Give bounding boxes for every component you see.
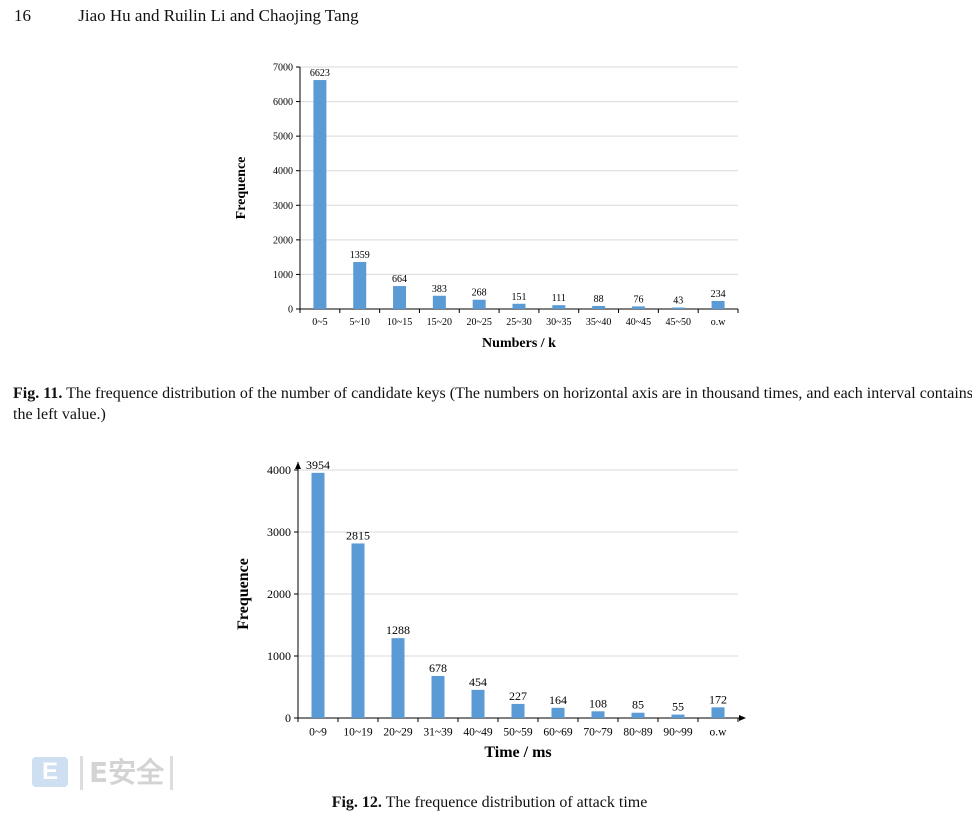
x-tick-label: 10~15 [387,317,412,328]
data-label: 55 [672,700,684,714]
bar [311,472,325,718]
y-tick-label: 6000 [273,97,293,108]
data-label: 164 [549,693,567,707]
y-axis-title: Frequence [235,558,252,630]
running-head: 16 Jiao Hu and Ruilin Li and Chaojing Ta… [14,6,359,26]
x-tick-label: o.w [710,727,728,739]
bar [432,295,446,309]
y-tick-label: 2000 [267,587,291,601]
fig11-caption-label: Fig. 11. [13,385,63,402]
data-label: 85 [632,698,644,712]
x-tick-label: 5~10 [350,317,370,328]
bar [671,307,685,309]
data-label: 76 [633,294,643,305]
page-number: 16 [14,6,31,25]
y-tick-label: 4000 [267,463,291,477]
watermark-badge: E [32,757,68,787]
bar [472,299,486,309]
x-tick-label: 40~45 [626,317,651,328]
y-tick-label: 0 [288,305,293,316]
x-tick-label: 70~79 [583,727,612,739]
fig11-bar-chart: 0 1000 2000 3000 4000 5000 6000 7000 6623 0~5 1359… [234,63,739,351]
x-tick-label: 30~35 [546,317,571,328]
x-tick-label: 50~59 [503,727,532,739]
bar [511,703,525,718]
x-axis-arrow [739,715,746,721]
y-tick-label: 2000 [273,235,293,246]
x-tick-label: 0~9 [309,727,327,739]
data-label: 664 [392,274,407,285]
bar [353,262,367,309]
fig12-caption-text: The frequence distribution of attack tim… [385,794,648,811]
bar [391,638,405,718]
fig12-bar-chart: 0 1000 2000 3000 4000 3954 0~9 2815 10~19 1288 20~… [235,458,746,761]
x-tick-label: 40~49 [463,727,492,739]
fig11-caption: Fig. 11. The frequence distribution of t… [13,383,972,425]
data-label: 151 [512,292,527,303]
bar [512,303,526,309]
bar [631,306,645,309]
bar [431,675,445,718]
data-label: 3954 [306,458,330,472]
y-tick-label: 7000 [273,63,293,74]
data-label: 234 [711,289,726,300]
x-tick-label: 20~29 [383,727,412,739]
running-head-authors: Jiao Hu and Ruilin Li and Chaojing Tang [78,6,359,25]
data-label: 227 [509,689,527,703]
x-tick-label: 20~25 [466,317,491,328]
x-tick-label: 80~89 [623,727,652,739]
data-label: 108 [589,696,607,710]
x-tick-label: 35~40 [586,317,611,328]
bar [471,689,485,718]
data-label: 6623 [310,68,330,79]
x-tick-label: 90~99 [663,727,692,739]
data-label: 111 [552,293,566,304]
bar [552,305,566,309]
x-tick-label: 25~30 [506,317,531,328]
y-tick-label: 4000 [273,166,293,177]
bar [711,300,725,309]
data-label: 383 [432,284,447,295]
x-axis-title: Time / ms [484,744,551,761]
data-label: 678 [429,661,447,675]
y-tick-label: 1000 [273,270,293,281]
y-tick-label: 0 [285,711,291,725]
x-tick-label: 0~5 [312,317,327,328]
data-label: 2815 [346,528,370,542]
x-tick-label: 31~39 [423,727,452,739]
data-label: 172 [709,692,727,706]
x-tick-label: 45~50 [666,317,691,328]
bar [631,712,645,718]
data-label: 454 [469,675,487,689]
data-label: 1359 [350,250,370,261]
data-label: 1288 [386,623,410,637]
x-tick-label: 60~69 [543,727,572,739]
y-tick-label: 3000 [267,525,291,539]
bar [671,714,685,718]
y-axis-title: Frequence [234,157,249,220]
watermark-text: E安全 [80,756,174,790]
bar [393,286,407,309]
x-tick-label: 10~19 [343,727,372,739]
fig12-caption-label: Fig. 12. [331,794,382,811]
fig12-caption: Fig. 12. The frequence distribution of a… [0,792,972,813]
data-label: 88 [594,294,604,305]
y-tick-label: 3000 [273,201,293,212]
x-tick-label: 15~20 [427,317,452,328]
y-tick-label: 1000 [267,649,291,663]
y-tick-label: 5000 [273,132,293,143]
data-label: 268 [472,288,487,299]
bar [551,707,565,718]
y-axis-arrow [295,462,301,469]
bar [313,80,327,309]
x-axis-title: Numbers / k [482,336,556,351]
bar [711,707,725,718]
fig11-caption-text: The frequence distribution of the number… [13,385,972,423]
data-label: 43 [673,296,683,307]
x-tick-label: o.w [711,317,727,328]
bar [591,711,605,718]
bar [351,543,365,718]
bar [592,305,606,309]
